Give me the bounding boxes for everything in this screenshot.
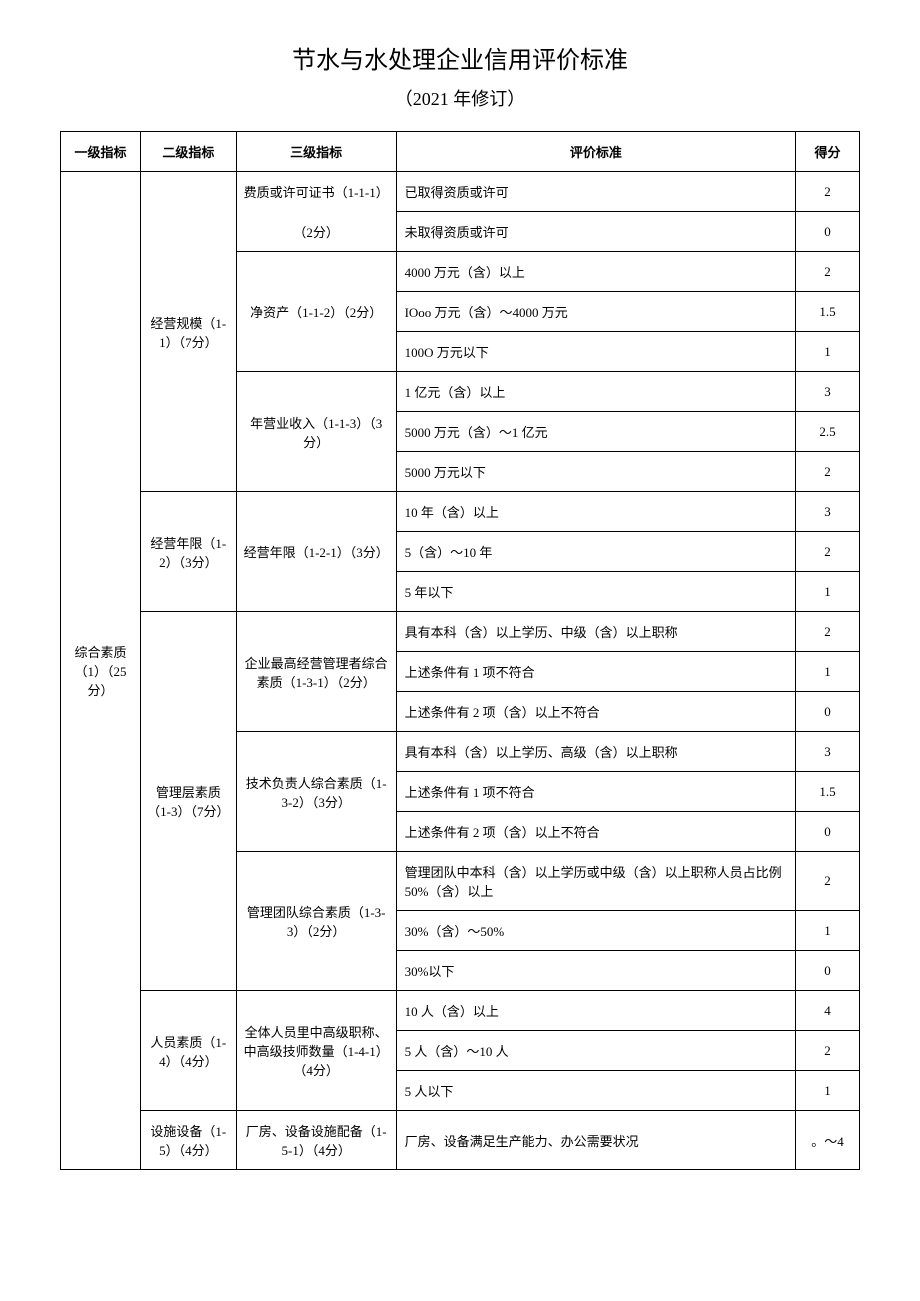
- criteria-cell: 5 人以下: [396, 1071, 796, 1111]
- score-cell: 2: [796, 452, 860, 492]
- criteria-cell: 具有本科（含）以上学历、高级（含）以上职称: [396, 732, 796, 772]
- score-cell: 1: [796, 1071, 860, 1111]
- table-row: 人员素质（1-4）（4分） 全体人员里中高级职称、中高级技师数量（1-4-1）（…: [61, 991, 860, 1031]
- score-cell: 3: [796, 372, 860, 412]
- criteria-cell: 1 亿元（含）以上: [396, 372, 796, 412]
- criteria-cell: 4000 万元（含）以上: [396, 252, 796, 292]
- criteria-cell: 30%（含）～50%: [396, 911, 796, 951]
- criteria-cell: 100O 万元以下: [396, 332, 796, 372]
- score-cell: 3: [796, 492, 860, 532]
- criteria-cell: 5000 万元（含）～1 亿元: [396, 412, 796, 452]
- criteria-cell: 管理团队中本科（含）以上学历或中级（含）以上职称人员占比例 50%（含）以上: [396, 852, 796, 911]
- criteria-cell: 上述条件有 2 项（含）以上不符合: [396, 812, 796, 852]
- criteria-cell: 30%以下: [396, 951, 796, 991]
- criteria-cell: 具有本科（含）以上学历、中级（含）以上职称: [396, 612, 796, 652]
- score-cell: 2.5: [796, 412, 860, 452]
- criteria-cell: 10 人（含）以上: [396, 991, 796, 1031]
- table-row: 经营年限（1-2）（3分） 经营年限（1-2-1）（3分） 10 年（含）以上 …: [61, 492, 860, 532]
- criteria-cell: 未取得资质或许可: [396, 212, 796, 252]
- criteria-cell: 上述条件有 2 项（含）以上不符合: [396, 692, 796, 732]
- l3-cell: 厂房、设备设施配备（1-5-1）（4分）: [236, 1111, 396, 1170]
- l2-cell: 管理层素质（1-3）（7分）: [140, 612, 236, 991]
- table-row: 管理层素质（1-3）（7分） 企业最高经营管理者综合素质（1-3-1）（2分） …: [61, 612, 860, 652]
- header-l1: 一级指标: [61, 132, 141, 172]
- l3-cell: 全体人员里中高级职称、中高级技师数量（1-4-1）（4分）: [236, 991, 396, 1111]
- l3-cell: 经营年限（1-2-1）（3分）: [236, 492, 396, 612]
- score-cell: 0: [796, 812, 860, 852]
- score-cell: 0: [796, 692, 860, 732]
- page-title: 节水与水处理企业信用评价标准: [60, 40, 860, 75]
- score-cell: 2: [796, 252, 860, 292]
- criteria-cell: 上述条件有 1 项不符合: [396, 652, 796, 692]
- table-header-row: 一级指标 二级指标 三级指标 评价标准 得分: [61, 132, 860, 172]
- l3-cell: 费质或许可证书（1-1-1）: [236, 172, 396, 212]
- score-cell: 2: [796, 172, 860, 212]
- l3-cell: 管理团队综合素质（1-3-3）（2分）: [236, 852, 396, 991]
- criteria-cell: 5 人（含）～10 人: [396, 1031, 796, 1071]
- l2-cell: 经营年限（1-2）（3分）: [140, 492, 236, 612]
- l3-cell: 年营业收入（1-1-3）（3分）: [236, 372, 396, 492]
- l3-cell: 净资产（1-1-2）（2分）: [236, 252, 396, 372]
- score-cell: 3: [796, 732, 860, 772]
- score-cell: 2: [796, 612, 860, 652]
- criteria-cell: 5000 万元以下: [396, 452, 796, 492]
- evaluation-table: 一级指标 二级指标 三级指标 评价标准 得分 综合素质（1）（25分） 经营规模…: [60, 131, 860, 1170]
- score-cell: 1: [796, 652, 860, 692]
- l1-cell: 综合素质（1）（25分）: [61, 172, 141, 1170]
- score-cell: 0: [796, 951, 860, 991]
- l2-cell: 人员素质（1-4）（4分）: [140, 991, 236, 1111]
- score-cell: 2: [796, 532, 860, 572]
- l3-cell: 技术负责人综合素质（1-3-2）（3分）: [236, 732, 396, 852]
- l2-cell: 设施设备（1-5）（4分）: [140, 1111, 236, 1170]
- table-row: 设施设备（1-5）（4分） 厂房、设备设施配备（1-5-1）（4分） 厂房、设备…: [61, 1111, 860, 1170]
- score-cell: 1.5: [796, 292, 860, 332]
- score-cell: 0: [796, 212, 860, 252]
- criteria-cell: 5 年以下: [396, 572, 796, 612]
- score-cell: 1: [796, 911, 860, 951]
- header-score: 得分: [796, 132, 860, 172]
- criteria-cell: 上述条件有 1 项不符合: [396, 772, 796, 812]
- score-cell: 1: [796, 572, 860, 612]
- header-criteria: 评价标准: [396, 132, 796, 172]
- score-cell: 1.5: [796, 772, 860, 812]
- l3-cell: （2分）: [236, 212, 396, 252]
- header-l2: 二级指标: [140, 132, 236, 172]
- criteria-cell: IOoo 万元（含）～4000 万元: [396, 292, 796, 332]
- criteria-cell: 10 年（含）以上: [396, 492, 796, 532]
- score-cell: 2: [796, 1031, 860, 1071]
- table-row: 综合素质（1）（25分） 经营规模（1-1）（7分） 费质或许可证书（1-1-1…: [61, 172, 860, 212]
- score-cell: 。～4: [796, 1111, 860, 1170]
- criteria-cell: 已取得资质或许可: [396, 172, 796, 212]
- score-cell: 1: [796, 332, 860, 372]
- criteria-cell: 5（含）～10 年: [396, 532, 796, 572]
- criteria-cell: 厂房、设备满足生产能力、办公需要状况: [396, 1111, 796, 1170]
- header-l3: 三级指标: [236, 132, 396, 172]
- score-cell: 4: [796, 991, 860, 1031]
- page-subtitle: （2021 年修订）: [60, 85, 860, 111]
- l3-cell: 企业最高经营管理者综合素质（1-3-1）（2分）: [236, 612, 396, 732]
- l2-cell: 经营规模（1-1）（7分）: [140, 172, 236, 492]
- score-cell: 2: [796, 852, 860, 911]
